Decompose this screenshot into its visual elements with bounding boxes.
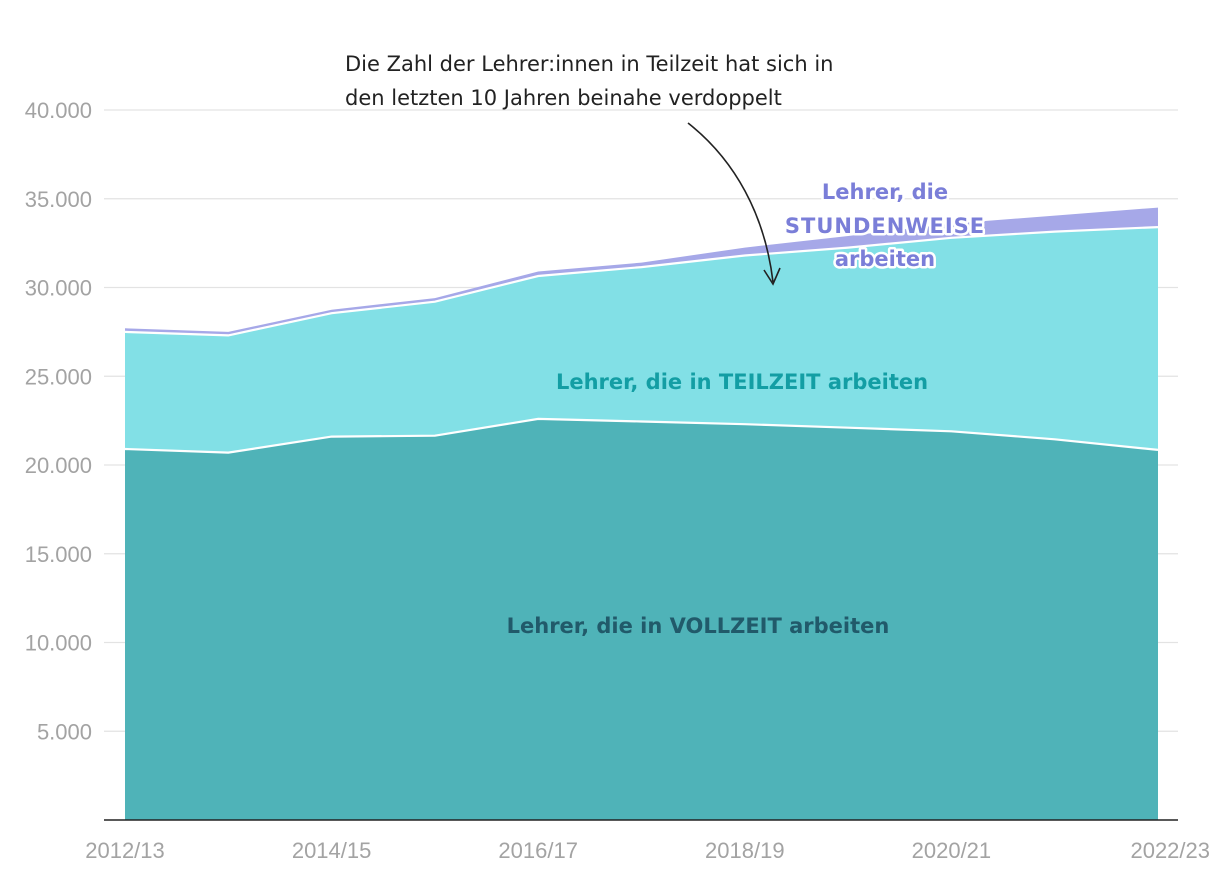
series-boundary-2	[124, 226, 1159, 337]
area-series-3	[125, 207, 1158, 336]
annotation-line-1: Die Zahl der Lehrer:innen in Teilzeit ha…	[345, 52, 833, 76]
label-stundenweise: Lehrer, die STUNDENWEISE arbeiten	[782, 178, 986, 274]
y-tick-label: 35.000	[25, 187, 92, 212]
y-tick-label: 5.000	[37, 719, 92, 744]
y-tick-label: 40.000	[25, 98, 92, 123]
y-axis-ticks: 5.000 10.000 15.000 20.000 25.000 30.000 35.00…	[25, 98, 92, 744]
y-tick-label: 25.000	[25, 364, 92, 389]
series-boundaries	[124, 226, 1159, 454]
series-boundary-1	[124, 417, 1159, 454]
x-tick-label: 2018/19	[705, 838, 785, 863]
area-series	[125, 207, 1158, 820]
annotation-arrowhead	[763, 267, 781, 286]
x-tick-label: 2022/23	[1130, 838, 1210, 863]
y-tick-label: 15.000	[25, 542, 92, 567]
area-series-1	[125, 418, 1158, 820]
label-vollzeit: Lehrer, die in VOLLZEIT arbeiten	[507, 614, 890, 638]
y-tick-label: 20.000	[25, 453, 92, 478]
label-stundenweise-line-1: Lehrer, die	[822, 180, 948, 204]
x-axis-ticks: 2012/13 2014/15 2016/17 2018/19 2020/21 2022/…	[85, 838, 1210, 863]
label-stundenweise-line-3: arbeiten	[835, 247, 935, 271]
y-tick-label: 30.000	[25, 276, 92, 301]
label-teilzeit: Lehrer, die in TEILZEIT arbeiten	[556, 370, 928, 394]
x-tick-label: 2020/21	[912, 838, 992, 863]
y-tick-label: 10.000	[25, 631, 92, 656]
annotation-arrow	[687, 122, 774, 283]
label-stundenweise-line-2: STUNDENWEISE	[785, 214, 985, 238]
x-tick-label: 2012/13	[85, 838, 165, 863]
annotation-line-2: den letzten 10 Jahren beinahe verdoppelt	[345, 86, 782, 110]
area-series-2	[125, 227, 1158, 453]
x-tick-label: 2016/17	[498, 838, 578, 863]
x-tick-label: 2014/15	[292, 838, 372, 863]
